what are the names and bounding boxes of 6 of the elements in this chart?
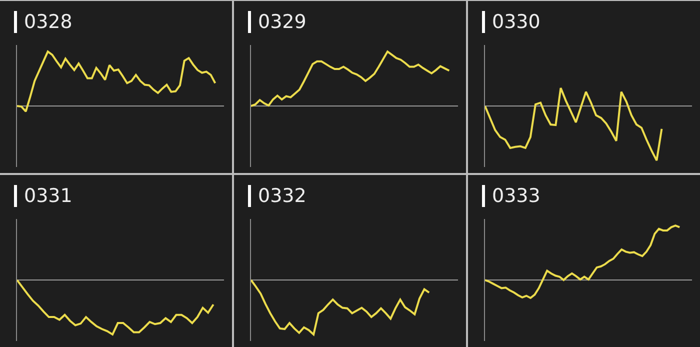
chart-title: 0331: [24, 185, 72, 207]
chart-title: 0329: [258, 11, 306, 33]
chart-title: 0333: [492, 185, 540, 207]
chart-title: 0328: [24, 11, 72, 33]
chart-title: 0332: [258, 185, 306, 207]
chart-title: 0330: [492, 11, 540, 33]
